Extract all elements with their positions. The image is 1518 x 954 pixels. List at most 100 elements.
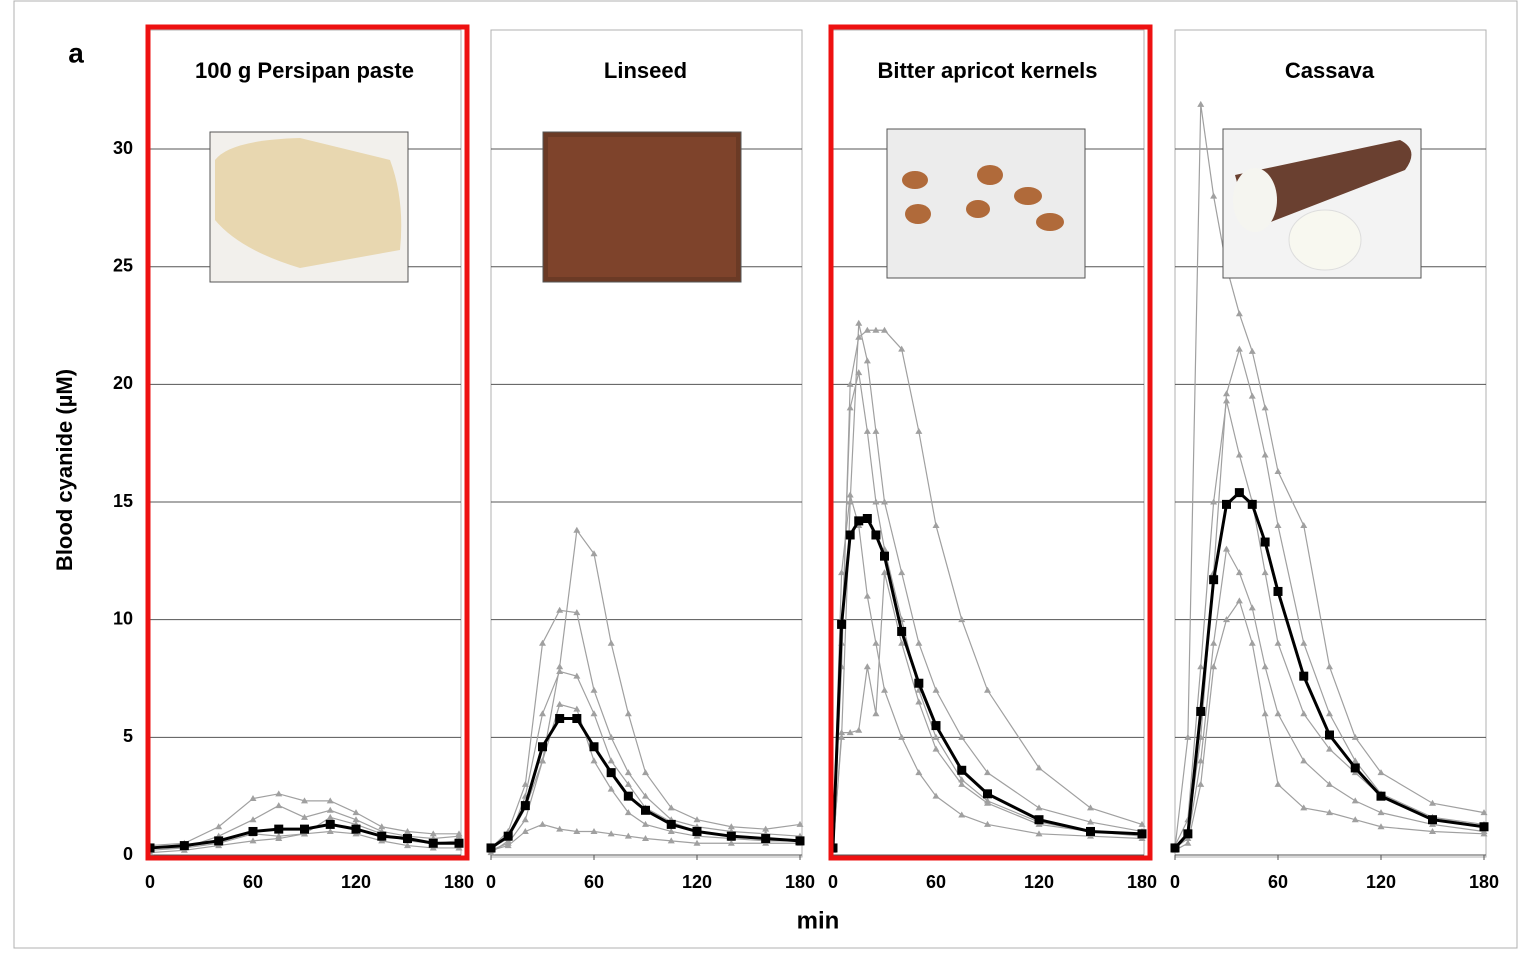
individual-marker bbox=[624, 832, 632, 839]
x-tick-label: 180 bbox=[785, 872, 815, 892]
mean-marker bbox=[692, 826, 702, 836]
mean-marker bbox=[325, 819, 335, 829]
mean-marker bbox=[1325, 730, 1334, 740]
individual-marker bbox=[915, 698, 923, 705]
individual-marker bbox=[1248, 347, 1256, 354]
individual-marker bbox=[1300, 757, 1308, 764]
x-tick-label: 0 bbox=[828, 872, 838, 892]
photo-cassava bbox=[1222, 128, 1422, 279]
individual-marker bbox=[590, 827, 598, 834]
x-tick-label: 120 bbox=[1366, 872, 1396, 892]
individual-marker bbox=[932, 745, 940, 752]
individual-marker bbox=[915, 769, 923, 776]
individual-marker bbox=[215, 823, 223, 830]
mean-marker bbox=[854, 516, 864, 526]
individual-marker bbox=[249, 816, 257, 823]
individual-marker bbox=[326, 813, 334, 820]
individual-marker bbox=[573, 705, 581, 712]
individual-marker bbox=[642, 792, 649, 799]
individual-marker bbox=[958, 780, 966, 787]
mean-marker bbox=[351, 824, 361, 834]
individual-marker bbox=[275, 802, 283, 809]
individual-marker bbox=[1326, 663, 1333, 670]
individual-marker bbox=[872, 498, 880, 505]
x-tick-label: 60 bbox=[1268, 872, 1288, 892]
individual-marker bbox=[1351, 733, 1359, 740]
individual-marker bbox=[898, 569, 906, 576]
mean-marker bbox=[761, 834, 771, 844]
individual-marker bbox=[846, 380, 854, 387]
panel-title: Bitter apricot kernels bbox=[877, 58, 1097, 83]
mean-marker bbox=[1209, 575, 1219, 585]
individual-marker bbox=[1087, 818, 1094, 825]
mean-marker bbox=[666, 819, 676, 829]
individual-marker bbox=[984, 797, 991, 804]
individual-marker bbox=[1351, 816, 1359, 823]
individual-marker bbox=[301, 813, 308, 820]
individual-marker bbox=[624, 769, 632, 776]
mean-marker bbox=[1034, 815, 1044, 825]
individual-marker bbox=[1197, 100, 1205, 107]
individual-marker bbox=[915, 427, 923, 434]
mean-marker bbox=[248, 826, 258, 836]
mean-marker bbox=[428, 838, 438, 848]
individual-marker bbox=[898, 733, 906, 740]
individual-marker bbox=[573, 526, 581, 533]
individual-marker bbox=[846, 404, 854, 411]
mean-marker bbox=[274, 824, 284, 834]
y-tick-label: 5 bbox=[123, 726, 133, 746]
individual-marker bbox=[984, 769, 991, 776]
y-tick-label: 25 bbox=[113, 255, 133, 275]
panel-title: Cassava bbox=[1285, 58, 1375, 83]
individual-marker bbox=[863, 357, 871, 364]
individual-marker bbox=[590, 757, 598, 764]
individual-marker bbox=[1248, 392, 1256, 399]
individual-marker bbox=[855, 319, 863, 326]
individual-marker bbox=[958, 776, 966, 783]
individual-marker bbox=[863, 663, 871, 670]
individual-marker bbox=[404, 842, 411, 849]
individual-marker bbox=[1326, 710, 1333, 717]
individual-marker bbox=[1261, 663, 1269, 670]
x-tick-label: 180 bbox=[444, 872, 474, 892]
mean-series bbox=[1170, 488, 1489, 853]
individual-marker bbox=[404, 827, 411, 834]
individual-marker bbox=[727, 823, 735, 830]
mean-marker bbox=[880, 551, 889, 561]
individual-marker bbox=[352, 809, 360, 816]
individual-marker bbox=[1274, 639, 1282, 646]
individual-marker bbox=[521, 827, 529, 834]
individual-marker bbox=[573, 609, 581, 616]
individual-marker bbox=[1235, 310, 1243, 317]
mean-marker bbox=[1350, 763, 1360, 773]
mean-marker bbox=[454, 838, 464, 848]
x-axis-label: min bbox=[797, 907, 840, 934]
y-tick-label: 10 bbox=[113, 608, 133, 628]
individual-marker bbox=[607, 639, 615, 646]
individual-marker bbox=[838, 729, 846, 736]
individual-marker bbox=[693, 816, 701, 823]
mean-marker bbox=[957, 765, 967, 775]
individual-marker bbox=[1248, 604, 1256, 611]
individual-marker bbox=[624, 710, 632, 717]
series-line bbox=[149, 793, 459, 847]
individual-marker bbox=[667, 837, 675, 844]
individual-marker bbox=[326, 797, 334, 804]
individual-marker bbox=[1210, 498, 1218, 505]
mean-marker bbox=[403, 834, 412, 844]
x-tick-label: 180 bbox=[1469, 872, 1499, 892]
individual-marker bbox=[855, 369, 863, 376]
mean-marker bbox=[1428, 815, 1437, 825]
x-tick-label: 0 bbox=[145, 872, 155, 892]
panel-title: Linseed bbox=[604, 58, 687, 83]
individual-marker bbox=[539, 639, 546, 646]
mean-marker bbox=[1137, 829, 1147, 839]
individual-marker bbox=[539, 820, 546, 827]
individual-marker bbox=[1326, 745, 1333, 752]
mean-marker bbox=[1299, 671, 1309, 681]
individual-series bbox=[487, 820, 804, 853]
individual-marker bbox=[881, 686, 888, 693]
individual-series bbox=[1171, 100, 1488, 851]
individual-marker bbox=[556, 606, 564, 613]
